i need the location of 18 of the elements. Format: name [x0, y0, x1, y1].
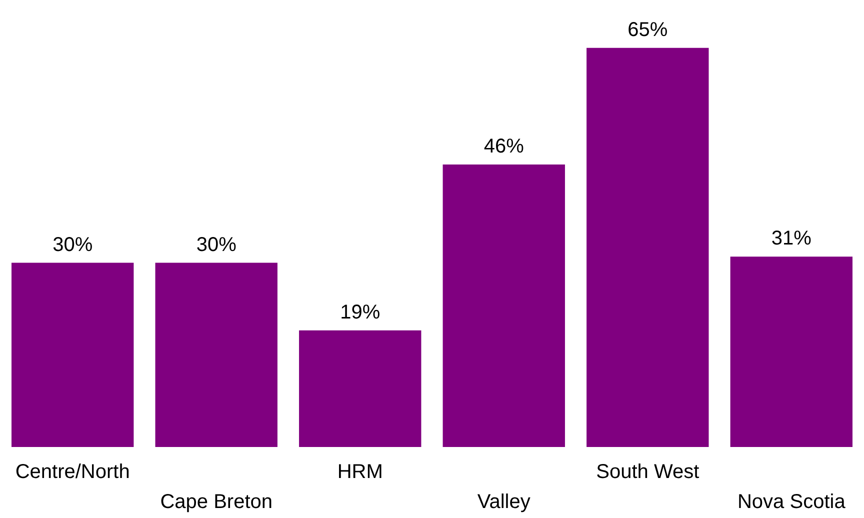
data-label: 30%	[52, 234, 93, 256]
data-label: 31%	[771, 228, 812, 250]
data-label: 46%	[484, 136, 524, 158]
bar	[730, 256, 852, 447]
bar	[155, 262, 278, 447]
x-tick-label: HRM	[337, 461, 383, 483]
data-label: 19%	[340, 301, 380, 324]
bar	[442, 164, 565, 447]
bar	[586, 48, 709, 447]
data-label: 65%	[628, 18, 668, 41]
x-tick-label: Valley	[477, 491, 530, 513]
x-tick-label: Nova Scotia	[737, 491, 846, 513]
x-tick-label: Cape Breton	[160, 491, 273, 513]
data-label: 30%	[196, 234, 237, 256]
x-tick-label: South West	[596, 461, 700, 483]
bar	[299, 330, 422, 447]
bar	[12, 262, 134, 447]
x-tick-label: Centre/North	[15, 461, 130, 483]
